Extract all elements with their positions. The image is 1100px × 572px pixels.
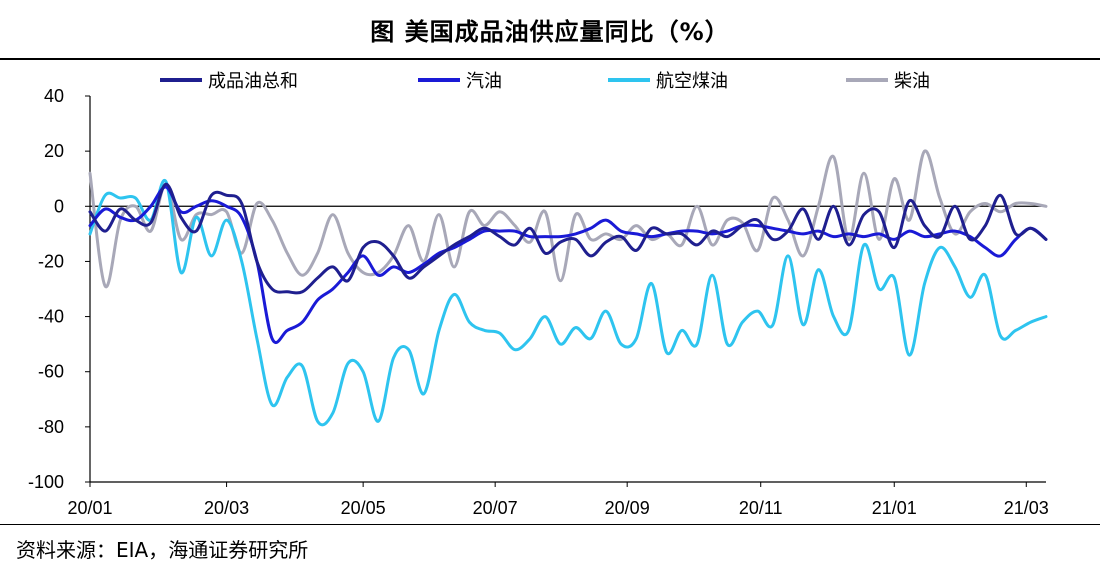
legend-swatch bbox=[846, 78, 888, 82]
source-note: 资料来源：EIA，海通证券研究所 bbox=[16, 538, 309, 562]
legend-item: 柴油 bbox=[846, 68, 930, 92]
x-tick-label: 20/11 bbox=[739, 498, 783, 518]
legend-label: 成品油总和 bbox=[208, 71, 298, 92]
x-tick-label: 21/01 bbox=[872, 498, 917, 518]
legend-item: 成品油总和 bbox=[160, 68, 298, 92]
legend-swatch bbox=[418, 78, 460, 82]
y-tick-label: 40 bbox=[44, 86, 64, 106]
series-line-0 bbox=[88, 182, 1048, 295]
chart-title: 图 美国成品油供应量同比（%） bbox=[370, 18, 730, 46]
legend-label: 汽油 bbox=[466, 71, 502, 92]
x-tick-label: 20/03 bbox=[204, 498, 249, 518]
series-line-2 bbox=[88, 179, 1048, 427]
y-tick-label: -20 bbox=[38, 251, 64, 271]
y-tick-label: 0 bbox=[54, 196, 64, 216]
y-tick-label: -60 bbox=[38, 362, 64, 382]
y-tick-label: -40 bbox=[38, 307, 64, 327]
legend-label: 航空煤油 bbox=[656, 71, 728, 92]
legend-item: 汽油 bbox=[418, 68, 502, 92]
legend-label: 柴油 bbox=[894, 71, 930, 92]
bottom-divider bbox=[0, 524, 1100, 525]
title-divider bbox=[0, 58, 1100, 60]
x-tick-label: 20/05 bbox=[341, 498, 386, 518]
series-line-3 bbox=[88, 149, 1048, 289]
title-bar: 图 美国成品油供应量同比（%） bbox=[0, 0, 1100, 60]
y-tick-label: -100 bbox=[28, 472, 64, 492]
x-tick-label: 20/09 bbox=[605, 498, 650, 518]
y-tick-label: 20 bbox=[44, 141, 64, 161]
legend-item: 航空煤油 bbox=[608, 68, 728, 92]
x-tick-label: 21/03 bbox=[1004, 498, 1049, 518]
x-tick-label: 20/01 bbox=[67, 498, 112, 518]
x-tick-label: 20/07 bbox=[473, 498, 518, 518]
legend-swatch bbox=[608, 78, 650, 82]
y-tick-label: -80 bbox=[38, 417, 64, 437]
legend-swatch bbox=[160, 78, 202, 82]
